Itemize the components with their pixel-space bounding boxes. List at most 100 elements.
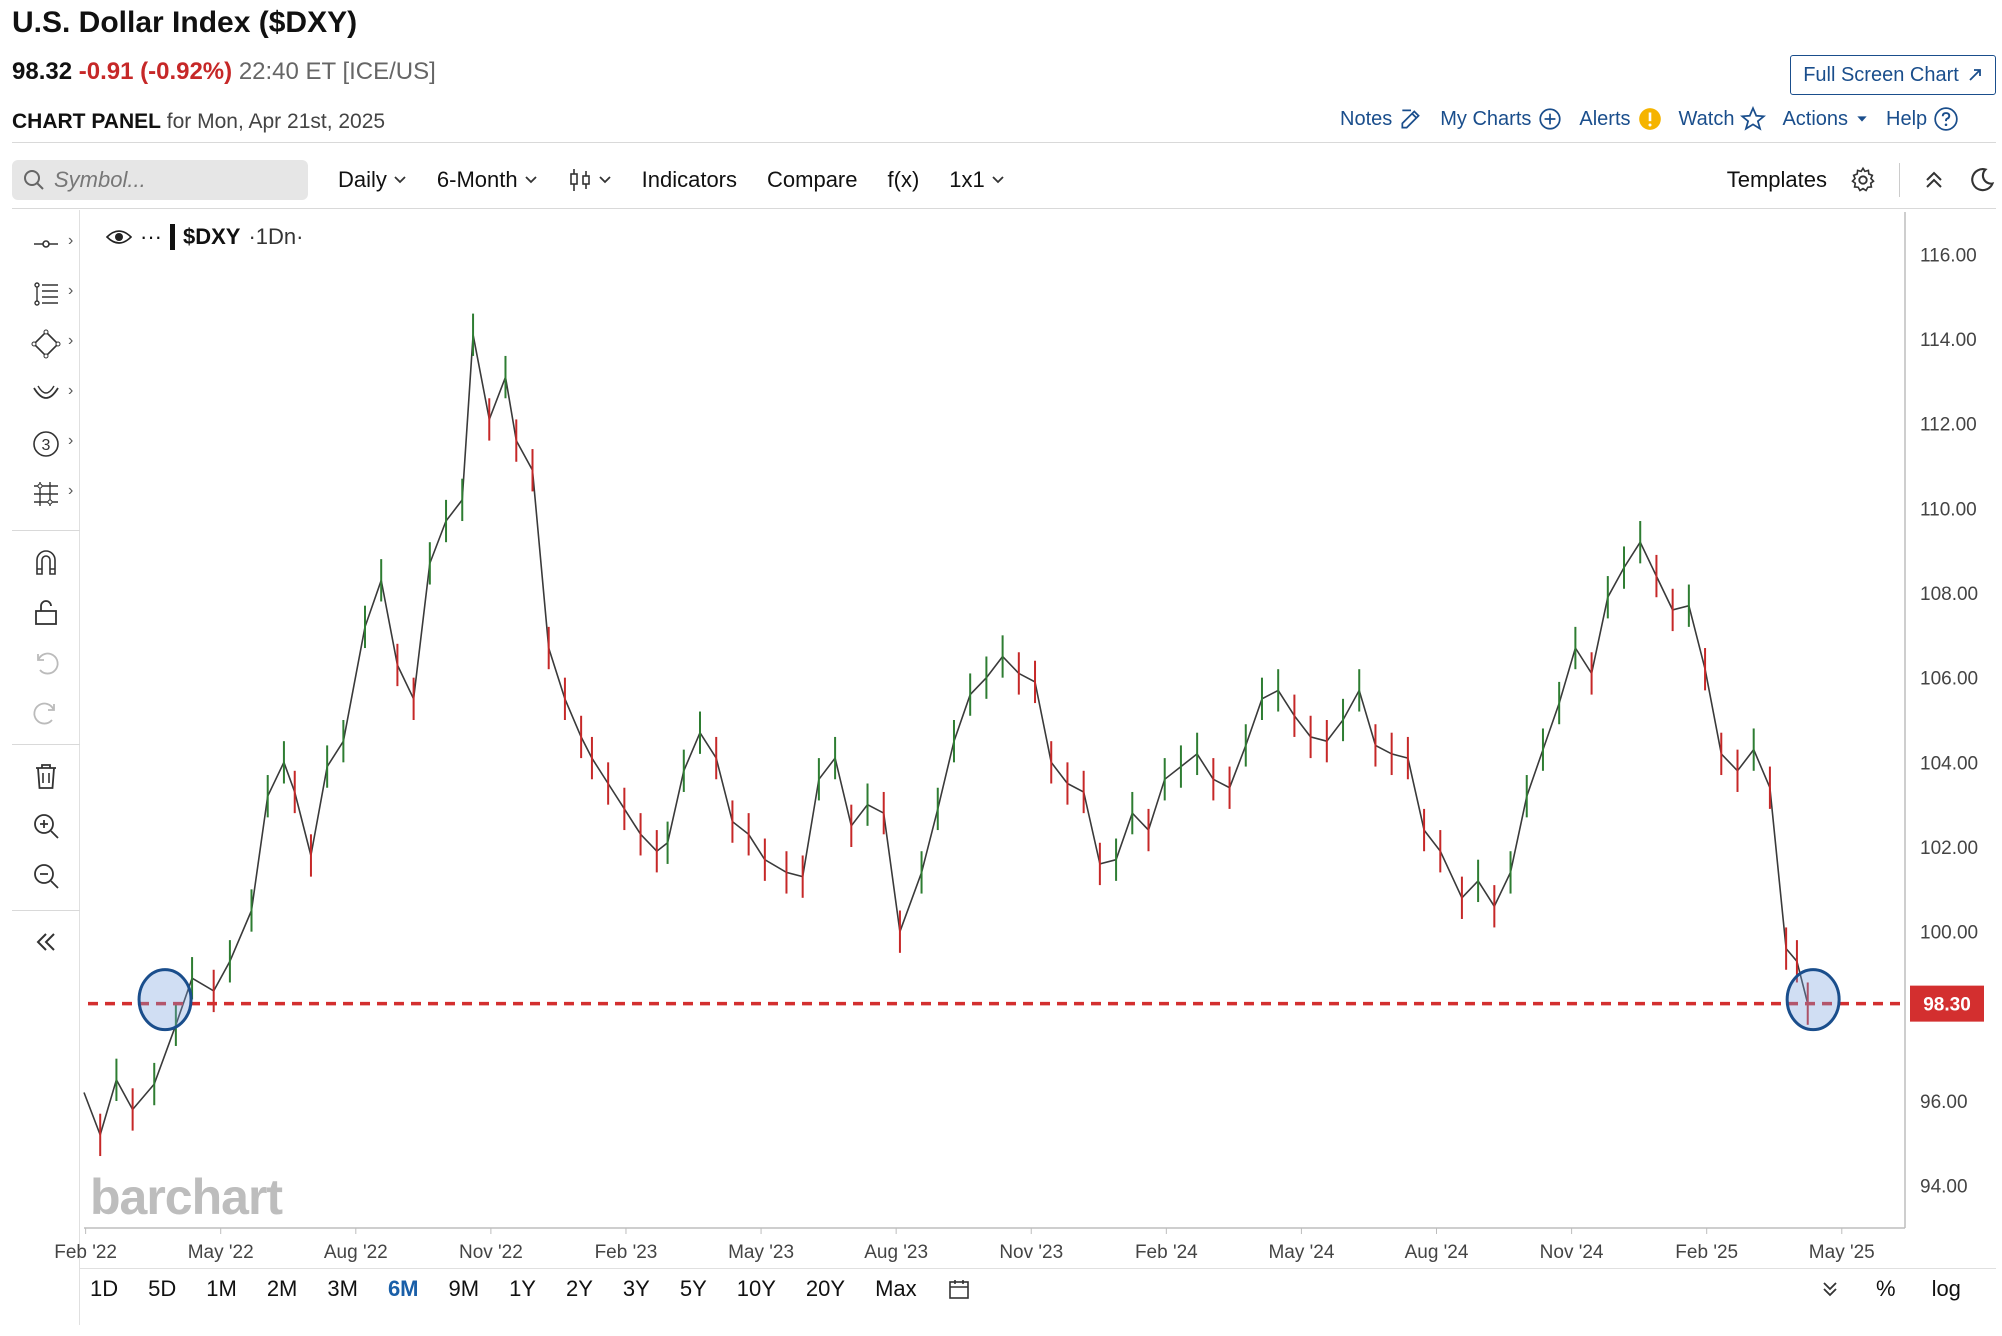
period-max[interactable]: Max: [875, 1276, 917, 1301]
notes-label: Notes: [1340, 107, 1393, 130]
drawing-toolbar: › › › › 3 › ›: [12, 210, 80, 1325]
chevron-right-icon: ›: [68, 482, 74, 499]
alert-icon: [1638, 108, 1661, 130]
zoom-out-icon: [34, 864, 59, 889]
delete-button[interactable]: [26, 758, 66, 794]
watch-label: Watch: [1678, 107, 1735, 130]
caret-down-icon: [1857, 116, 1867, 122]
actions-menu[interactable]: Actions: [1782, 108, 1870, 131]
double-chevron-down-icon[interactable]: [1820, 1279, 1840, 1299]
percent-toggle[interactable]: %: [1876, 1276, 1896, 1301]
redo-icon: [33, 702, 55, 725]
period-6m[interactable]: 6M: [387, 1276, 419, 1301]
log-toggle[interactable]: log: [1931, 1276, 1961, 1301]
redo-button[interactable]: [26, 694, 66, 730]
external-link-icon: [1969, 69, 1981, 81]
period-9m[interactable]: 9M: [448, 1276, 480, 1301]
templates-button[interactable]: Templates: [1726, 167, 1827, 192]
measure-tool[interactable]: [26, 476, 66, 512]
x-tick-label: Nov '23: [999, 1242, 1063, 1263]
my-charts-link[interactable]: My Charts: [1440, 106, 1563, 132]
x-tick-label: May '23: [728, 1242, 794, 1263]
x-tick-label: Feb '24: [1135, 1242, 1198, 1263]
line-tool-icon: [34, 240, 58, 248]
x-tick-label: May '22: [188, 1242, 254, 1263]
legend-interval: ·1Dn·: [248, 224, 304, 249]
symbol-search[interactable]: Symbol...: [12, 160, 308, 200]
period-1m[interactable]: 1M: [206, 1276, 237, 1301]
sidebar-divider: [12, 910, 80, 911]
top-links: Notes My Charts Alerts Watch Actions Hel…: [1340, 106, 1959, 132]
chevron-down-icon: [394, 176, 406, 184]
help-link[interactable]: Help: [1886, 106, 1959, 132]
period-10y[interactable]: 10Y: [736, 1276, 776, 1301]
actions-label: Actions: [1782, 107, 1849, 130]
notes-link[interactable]: Notes: [1340, 106, 1424, 132]
sidebar-divider: [12, 530, 80, 531]
period-5y[interactable]: 5Y: [679, 1276, 707, 1301]
moon-icon[interactable]: [1968, 166, 1996, 194]
watch-link[interactable]: Watch: [1679, 106, 1767, 132]
y-tick-label: 108.00: [1920, 584, 1978, 605]
lock-tool[interactable]: [26, 594, 66, 630]
period-20y[interactable]: 20Y: [805, 1276, 846, 1301]
magnet-tool[interactable]: [26, 544, 66, 580]
zoom-in-icon: [34, 814, 59, 839]
fib-tool[interactable]: [26, 276, 66, 312]
gear-icon[interactable]: [1849, 166, 1877, 194]
layout-label: 1x1: [949, 167, 985, 192]
period-1y[interactable]: 1Y: [509, 1276, 536, 1301]
period-5d[interactable]: 5D: [148, 1276, 177, 1301]
chart-panel-label: CHART PANEL for Mon, Apr 21st, 2025: [12, 110, 385, 134]
x-tick-label: May '25: [1809, 1242, 1875, 1263]
svg-text:3: 3: [42, 437, 51, 454]
chart-toolbar: Symbol... Daily 6-Month Indicators Compa…: [12, 154, 1996, 206]
period-3y[interactable]: 3Y: [622, 1276, 650, 1301]
layout-dropdown[interactable]: 1x1: [949, 167, 1004, 193]
barchart-logo: barchart: [90, 1169, 283, 1225]
shape-tool[interactable]: [26, 326, 66, 362]
y-tick-label: 114.00: [1920, 330, 1977, 351]
eye-icon[interactable]: [106, 228, 132, 246]
full-screen-chart-button[interactable]: Full Screen Chart: [1790, 55, 1996, 95]
line-tool[interactable]: [26, 226, 66, 262]
range-dropdown[interactable]: 6-Month: [437, 167, 538, 193]
x-tick-label: Aug '23: [864, 1242, 928, 1263]
zoom-out-button[interactable]: [26, 858, 66, 894]
last-price: 98.32: [12, 58, 73, 85]
edit-icon: [1401, 109, 1421, 129]
chevron-right-icon: ›: [68, 432, 74, 449]
x-tick-label: Nov '22: [459, 1242, 523, 1263]
y-tick-label: 106.00: [1920, 669, 1978, 690]
legend-more[interactable]: ···: [140, 224, 162, 249]
period-1d[interactable]: 1D: [90, 1276, 119, 1301]
period-2m[interactable]: 2M: [266, 1276, 298, 1301]
help-icon: [1934, 107, 1958, 131]
indicators-button[interactable]: Indicators: [641, 167, 738, 192]
measure-icon: [34, 482, 58, 506]
highlight-circle-right: [1785, 968, 1841, 1032]
candlestick-icon: [569, 169, 590, 191]
alerts-link[interactable]: Alerts: [1579, 106, 1662, 132]
interval-dropdown[interactable]: Daily: [338, 167, 407, 193]
period-2y[interactable]: 2Y: [565, 1276, 593, 1301]
curve-tool[interactable]: [26, 376, 66, 412]
period-3m[interactable]: 3M: [327, 1276, 358, 1301]
fx-button[interactable]: f(x): [887, 167, 920, 192]
zoom-in-button[interactable]: [26, 808, 66, 844]
undo-button[interactable]: [26, 644, 66, 680]
y-tick-label: 100.00: [1920, 923, 1978, 944]
x-tick-label: Nov '24: [1540, 1242, 1604, 1263]
calendar-icon[interactable]: [947, 1277, 971, 1301]
price-tag-box: [1910, 985, 1984, 1022]
plus-circle-icon: [1539, 108, 1561, 130]
collapse-up-icon[interactable]: [1922, 168, 1946, 192]
x-tick-label: Feb '22: [54, 1242, 117, 1263]
collapse-sidebar-button[interactable]: [26, 924, 66, 960]
elliott-wave-tool[interactable]: 3: [26, 426, 66, 462]
compare-button[interactable]: Compare: [767, 167, 858, 192]
toolbar-right: Templates: [1727, 154, 1996, 206]
chart-type-dropdown[interactable]: [568, 167, 612, 193]
panel-date: for Mon, Apr 21st, 2025: [166, 110, 386, 133]
